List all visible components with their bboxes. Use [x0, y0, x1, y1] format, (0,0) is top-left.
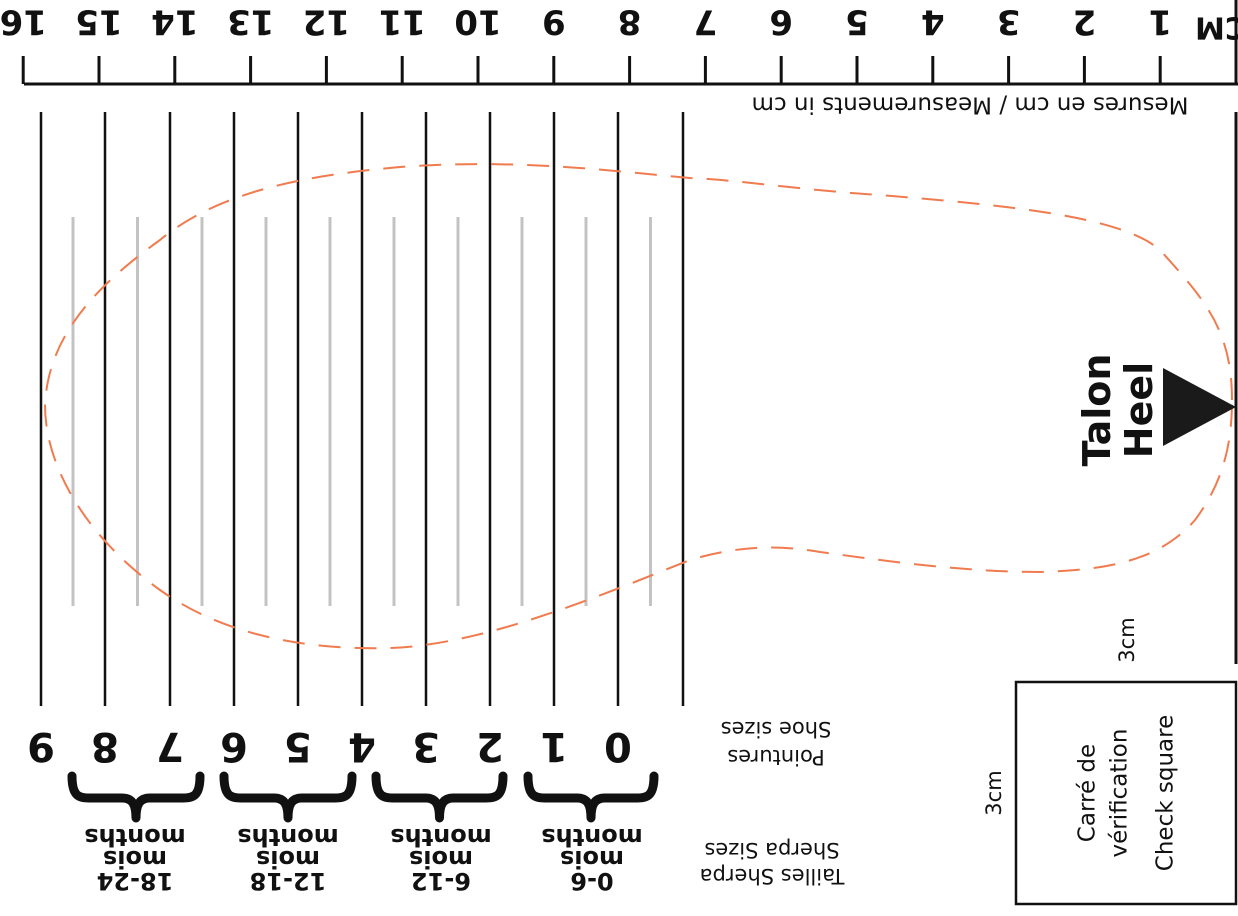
- ruler-number: 14: [151, 2, 198, 42]
- shoe-size-number: 7: [156, 723, 184, 769]
- brace: [371, 771, 508, 823]
- sherpa-size-en: months: [237, 823, 338, 851]
- ruler-number: 11: [379, 2, 426, 42]
- shoe-size-number: 9: [27, 723, 55, 769]
- sherpa-size-fr: mois: [103, 845, 167, 873]
- sherpa-size-en: months: [84, 823, 185, 851]
- ruler-number: 8: [618, 2, 642, 42]
- shoe-size-lines: [39, 112, 685, 706]
- brace: [523, 771, 659, 823]
- ruler-number: 5: [845, 2, 869, 42]
- sherpa-size-groups: 0-6moismonths6-12moismonths12-18moismont…: [84, 823, 642, 895]
- sherpa-sizes-caption-en: Sherpa Sizes: [704, 838, 839, 862]
- ruler-number: 9: [542, 2, 566, 42]
- ruler-number: 1: [1148, 2, 1172, 42]
- brace: [219, 771, 357, 823]
- ruler-ticks: [21, 0, 1238, 84]
- shoe-size-number: 4: [348, 723, 376, 769]
- ruler-number: 7: [694, 2, 718, 42]
- ruler-number: 4: [921, 2, 945, 42]
- brace: [67, 771, 205, 823]
- shoe-size-number: 3: [412, 723, 440, 769]
- ruler-unit-label: CM: [1195, 10, 1238, 45]
- shoe-size-number: 1: [540, 723, 568, 769]
- shoe-size-number: 5: [284, 723, 312, 769]
- heel-marker-icon: [1163, 368, 1236, 446]
- sherpa-size-en: months: [541, 823, 642, 851]
- check-square-height-label: 3cm: [982, 770, 1006, 815]
- ruler-number: 13: [227, 2, 274, 42]
- shoe-sizes-caption-fr: Pointures: [727, 745, 824, 769]
- shoe-size-number: 8: [91, 723, 119, 769]
- sherpa-size-range: 18-24: [97, 867, 174, 895]
- shoe-size-number: 2: [476, 723, 504, 769]
- sherpa-size-en: months: [390, 823, 491, 851]
- ruler-number: 10: [454, 2, 501, 42]
- sherpa-size-range: 12-18: [250, 867, 327, 895]
- heel-label-fr: Talon: [1075, 354, 1119, 467]
- check-square-label-en: Check square: [1153, 715, 1179, 871]
- sherpa-size-braces: [67, 771, 659, 823]
- ruler-number: 6: [769, 2, 793, 42]
- half-size-guide-lines: [71, 217, 652, 606]
- ruler-number: 2: [1073, 2, 1097, 42]
- sherpa-size-fr: mois: [256, 845, 320, 873]
- foot-outline: [43, 163, 1234, 650]
- ruler-number: 15: [75, 2, 122, 42]
- check-square: [1014, 680, 1238, 906]
- check-square-width-label: 3cm: [1115, 617, 1139, 662]
- sherpa-size-fr: mois: [560, 845, 624, 873]
- sherpa-size-fr: mois: [409, 845, 473, 873]
- ruler-number: 12: [303, 2, 350, 42]
- sherpa-size-range: 6-12: [411, 867, 471, 895]
- sherpa-sizes-caption-fr: Tailles Sherpa: [700, 864, 846, 888]
- heel-label-en: Heel: [1117, 362, 1161, 458]
- ruler-number: 16: [0, 2, 47, 42]
- ruler-caption: Mesures en cm / Measurements in cm: [752, 92, 1189, 118]
- sherpa-size-range: 0-6: [570, 867, 613, 895]
- ruler-number: 3: [997, 2, 1021, 42]
- shoe-size-number: 6: [220, 723, 248, 769]
- shoe-size-number: 0: [604, 723, 632, 769]
- shoe-sizes-caption-en: Shoe sizes: [721, 717, 832, 741]
- check-square-label-fr-2: vérification: [1107, 729, 1133, 858]
- check-square-label-fr-1: Carré de: [1075, 744, 1101, 842]
